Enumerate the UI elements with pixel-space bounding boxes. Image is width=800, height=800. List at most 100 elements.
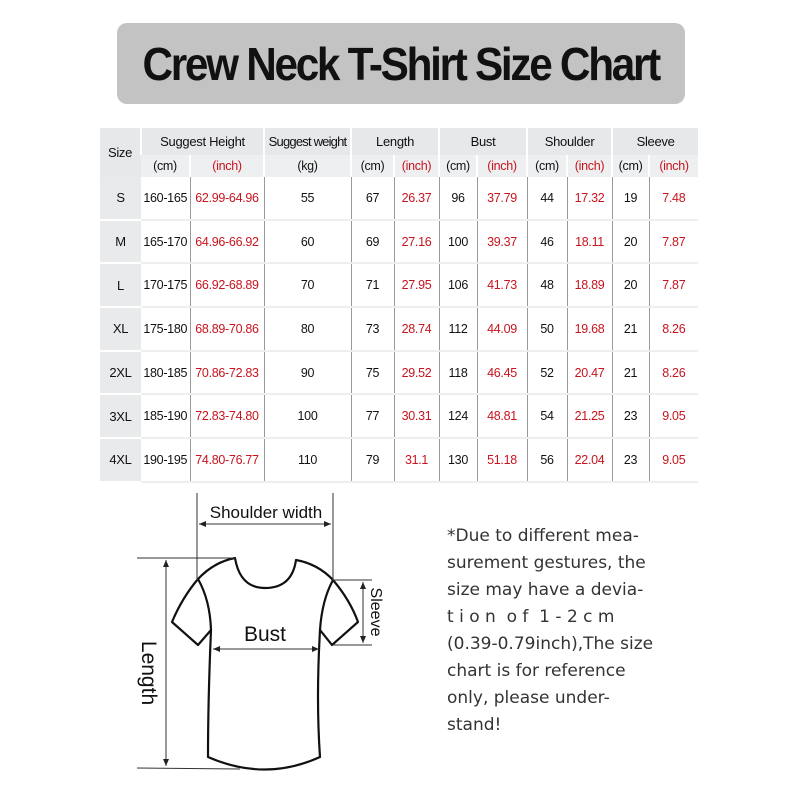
table-cell: 72.83-74.80 — [189, 394, 265, 440]
table-cell: 62.99-64.96 — [189, 177, 265, 221]
table-cell: 73 — [350, 307, 395, 352]
table-cell: 23 — [611, 438, 650, 483]
table-cell: 74.80-76.77 — [189, 438, 265, 483]
table-cell: 130 — [438, 438, 478, 483]
unit-header: (inch) — [648, 155, 699, 177]
table-row: L 170-175 66.92-68.89 70 71 27.95 106 41.73 48 18… — [100, 263, 699, 309]
header-length: Length — [350, 128, 440, 155]
table-cell: 70.86-72.83 — [189, 350, 265, 396]
tshirt-outline — [170, 556, 360, 771]
table-cell: 26.37 — [393, 177, 440, 221]
table-cell: 96 — [438, 177, 478, 221]
measure-lines — [136, 493, 372, 770]
table-cell: 190-195 — [141, 438, 190, 483]
table-cell: 112 — [438, 307, 478, 352]
table-row: XL 175-180 68.89-70.86 80 73 28.74 112 44.09 50 1… — [100, 307, 699, 352]
table-cell: 100 — [438, 219, 478, 265]
table-cell: 18.89 — [566, 263, 613, 309]
table-cell: 80 — [263, 307, 352, 352]
table-cell: 54 — [526, 394, 568, 440]
table-cell: 19.68 — [566, 307, 613, 352]
table-cell: 17.32 — [566, 177, 613, 221]
table-cell: 44 — [526, 177, 568, 221]
table-cell: 64.96-66.92 — [189, 219, 265, 265]
size-cell: 2XL — [100, 350, 141, 396]
table-cell: 66.92-68.89 — [189, 263, 265, 309]
unit-header: (cm) — [526, 155, 568, 177]
table-cell: 21 — [611, 350, 650, 396]
unit-header: (cm) — [141, 155, 190, 177]
unit-header: (cm) — [350, 155, 395, 177]
table-row: S 160-165 62.99-64.96 55 67 26.37 96 37.79 44 17.… — [100, 177, 699, 221]
table-cell: 69 — [350, 219, 395, 265]
size-cell: M — [100, 219, 141, 265]
table-cell: 20 — [611, 219, 650, 265]
table-cell: 77 — [350, 394, 395, 440]
size-cell: XL — [100, 307, 141, 352]
table-cell: 22.04 — [566, 438, 613, 483]
note-line: chart is for reference — [447, 661, 626, 681]
table-cell: 23 — [611, 394, 650, 440]
table-cell: 9.05 — [648, 438, 699, 483]
sleeve-label: Sleeve — [367, 588, 384, 637]
header-height: Suggest Height — [139, 128, 265, 155]
size-chart-table: Size Suggest Height Suggest weight Lengt… — [100, 128, 699, 483]
table-cell: 8.26 — [648, 350, 699, 396]
shoulder-width-label: Shoulder width — [210, 503, 322, 522]
page-title: Crew Neck T-Shirt Size Chart — [142, 37, 662, 90]
size-cell: 4XL — [100, 438, 141, 483]
table-cell: 44.09 — [476, 307, 528, 352]
table-cell: 51.18 — [476, 438, 528, 483]
note-line: stand! — [447, 715, 502, 735]
table-cell: 31.1 — [393, 438, 440, 483]
header-sleeve: Sleeve — [611, 128, 699, 155]
table-cell: 27.95 — [393, 263, 440, 309]
table-cell: 21 — [611, 307, 650, 352]
table-row: 4XL 190-195 74.80-76.77 110 79 31.1 130 51.18 56… — [100, 438, 699, 483]
table-cell: 48 — [526, 263, 568, 309]
length-label: Length — [137, 641, 160, 705]
table-cell: 75 — [350, 350, 395, 396]
bust-label: Bust — [244, 623, 286, 646]
table-cell: 71 — [350, 263, 395, 309]
table-cell: 19 — [611, 177, 650, 221]
table-row: 2XL 180-185 70.86-72.83 90 75 29.52 118 46.45 52… — [100, 350, 699, 396]
table-cell: 180-185 — [141, 350, 190, 396]
table-cell: 18.11 — [566, 219, 613, 265]
unit-header: (inch) — [393, 155, 440, 177]
table-cell: 90 — [263, 350, 352, 396]
unit-header: (kg) — [263, 155, 352, 177]
unit-header: (cm) — [438, 155, 478, 177]
table-cell: 37.79 — [476, 177, 528, 221]
header-size: Size — [100, 128, 141, 177]
table-row: M 165-170 64.96-66.92 60 69 27.16 100 39.37 46 18… — [100, 219, 699, 265]
header-bust: Bust — [438, 128, 528, 155]
table-row: 3XL 185-190 72.83-74.80 100 77 30.31 124 48.81 5… — [100, 394, 699, 440]
size-cell: 3XL — [100, 394, 141, 440]
table-cell: 46.45 — [476, 350, 528, 396]
size-cell: L — [100, 263, 141, 309]
table-cell: 100 — [263, 394, 352, 440]
table-cell: 160-165 — [141, 177, 190, 221]
table-cell: 29.52 — [393, 350, 440, 396]
table-cell: 7.87 — [648, 219, 699, 265]
table-cell: 79 — [350, 438, 395, 483]
table-cell: 110 — [263, 438, 352, 483]
table-cell: 165-170 — [141, 219, 190, 265]
unit-header: (inch) — [566, 155, 613, 177]
table-cell: 185-190 — [141, 394, 190, 440]
table-cell: 50 — [526, 307, 568, 352]
table-cell: 27.16 — [393, 219, 440, 265]
note-line: *Due to different mea- — [447, 526, 639, 546]
note-line: surement gestures, the — [447, 553, 646, 573]
table-cell: 118 — [438, 350, 478, 396]
header-weight: Suggest weight — [263, 128, 352, 155]
note-line: size may have a devia- — [447, 580, 644, 600]
table-cell: 39.37 — [476, 219, 528, 265]
table-cell: 52 — [526, 350, 568, 396]
table-cell: 70 — [263, 263, 352, 309]
measurement-note: *Due to different mea-surement gestures,… — [447, 523, 677, 739]
note-line: (0.39-0.79inch),The size — [447, 634, 654, 654]
table-cell: 7.48 — [648, 177, 699, 221]
table-cell: 30.31 — [393, 394, 440, 440]
